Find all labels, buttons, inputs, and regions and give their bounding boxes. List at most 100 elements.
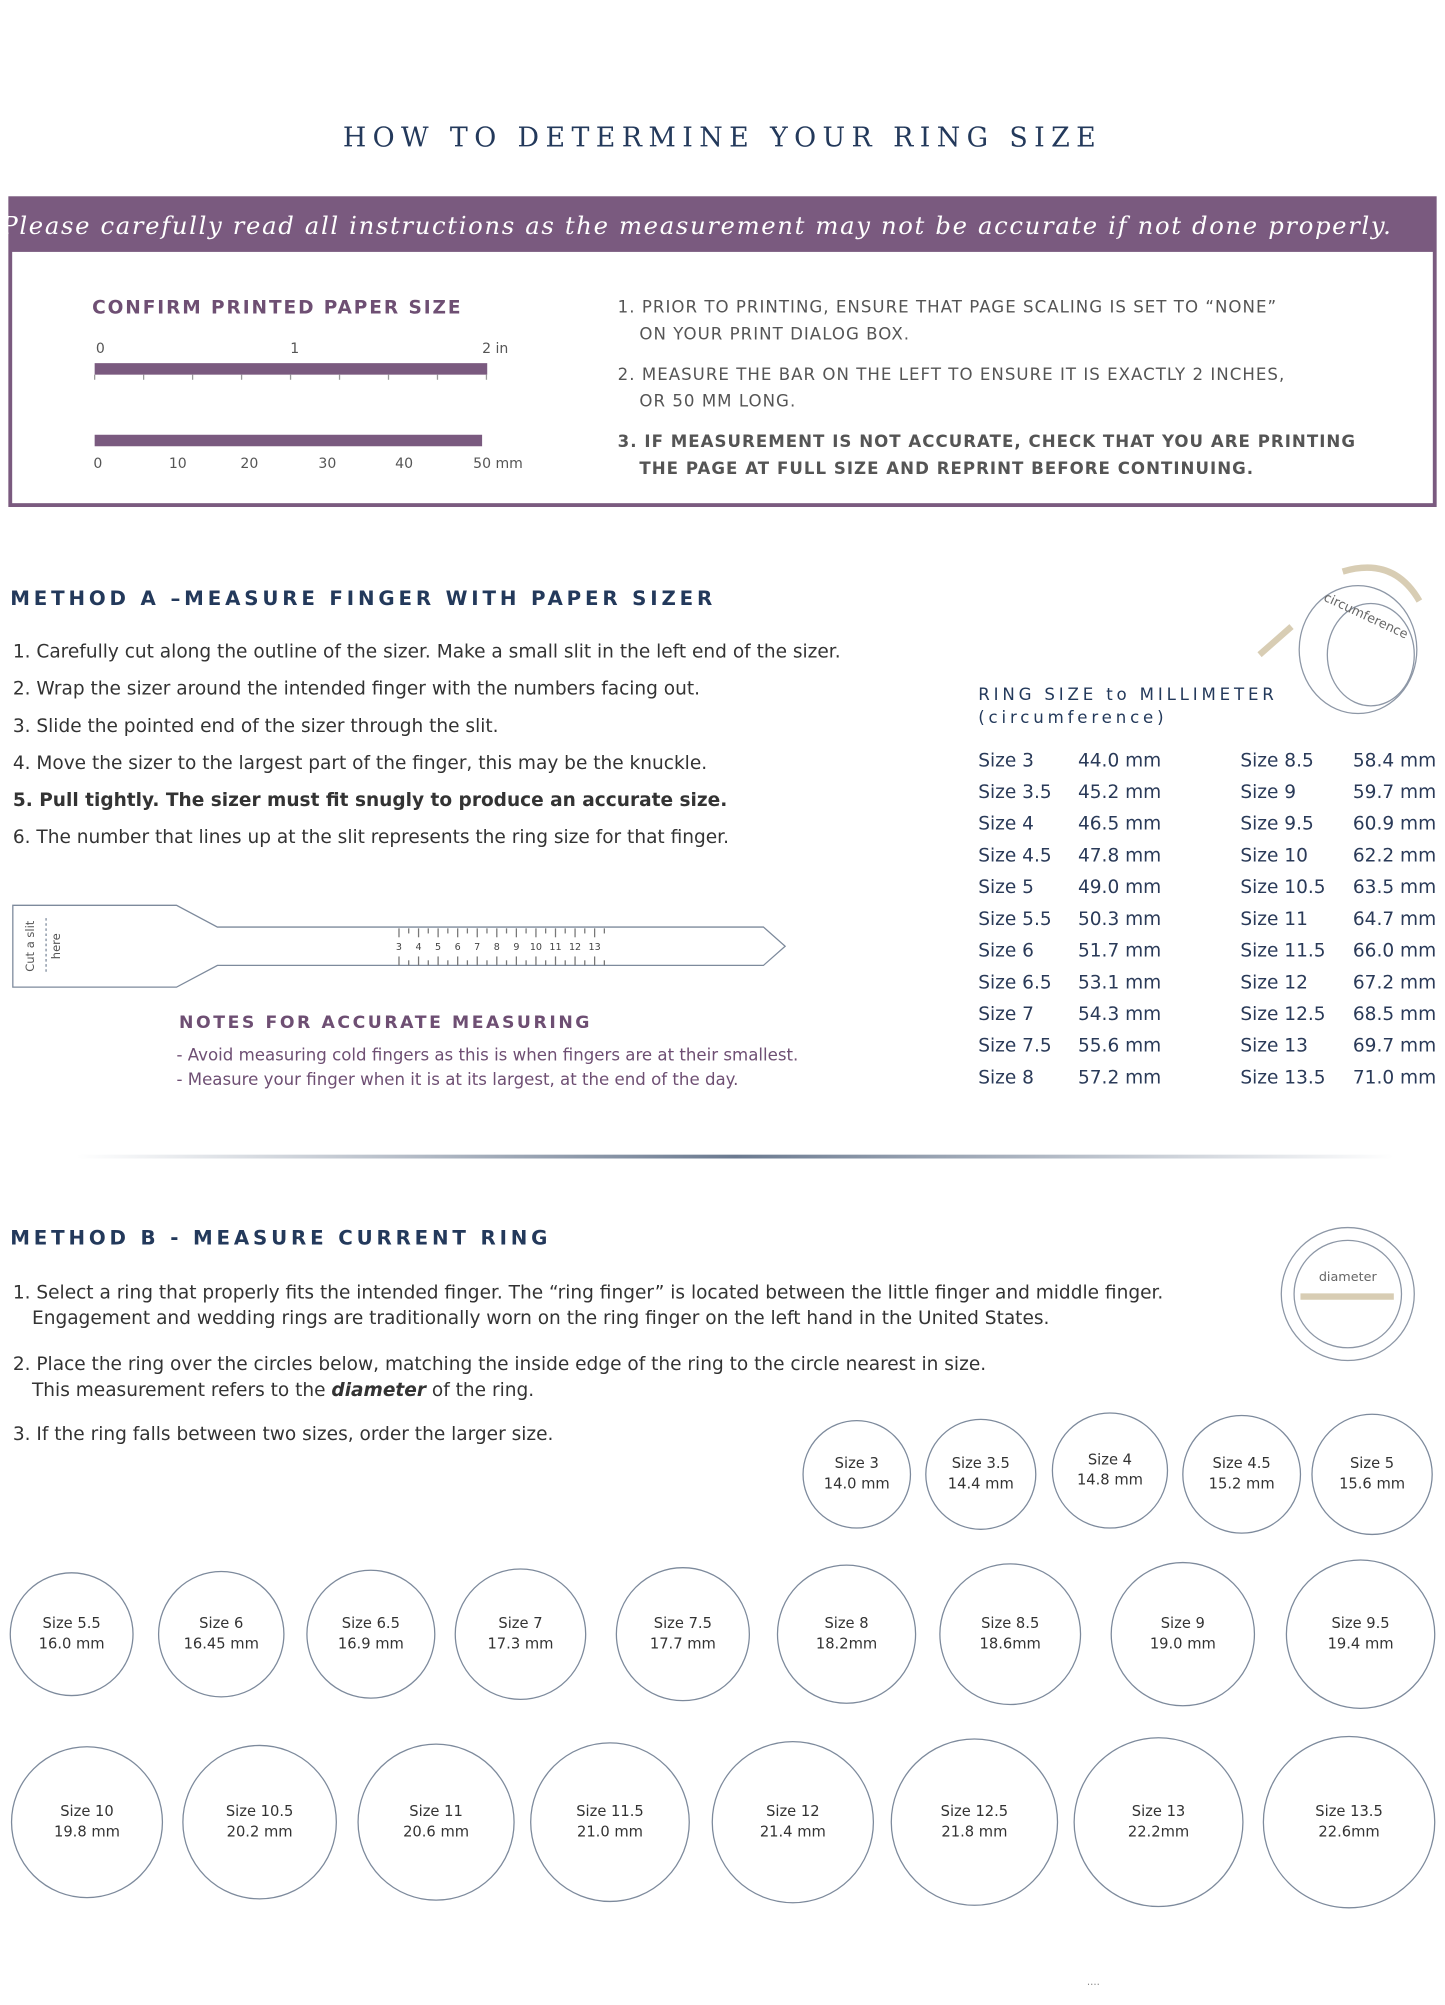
circle-size: Size 12 [766,1803,820,1820]
table-size: Size 11.5 [1240,941,1325,962]
ring-circle [939,1563,1082,1706]
table-mm: 51.7 mm [1078,941,1161,962]
table-size: Size 11 [1240,909,1308,930]
table-subtitle: (circumference) [978,708,1167,727]
table-mm: 64.7 mm [1353,909,1436,930]
confirm-step: 3. IF MEASUREMENT IS NOT ACCURATE, CHECK… [618,432,1356,451]
circle-size: Size 4 [1088,1451,1132,1468]
method-b-step: 1. Select a ring that properly fits the … [13,1282,1163,1303]
circle-mm: 14.8 mm [1077,1472,1143,1489]
table-size: Size 12.5 [1240,1004,1325,1025]
ring-circle [615,1567,750,1702]
table-title: RING SIZE to MILLIMETER [978,685,1277,704]
table-size: Size 12 [1240,972,1308,993]
mm-label: 10 [169,456,187,472]
table-size: Size 4 [978,814,1034,835]
table-mm: 62.2 mm [1353,845,1436,866]
inch-label: 0 [96,341,105,357]
mm-label: 40 [395,456,413,472]
circle-size: Size 12.5 [941,1803,1009,1820]
ring-circle [1262,1735,1436,1909]
confirm-step: ON YOUR PRINT DIALOG BOX. [639,325,910,344]
divider [76,1154,1394,1159]
method-b-step: 3. If the ring falls between two sizes, … [13,1424,554,1445]
circle-mm: 18.2mm [816,1635,877,1652]
mm-label: 0 [93,456,102,472]
table-mm: 58.4 mm [1353,750,1436,771]
table-mm: 55.6 mm [1078,1036,1161,1057]
ring-circle [1073,1737,1244,1908]
circle-mm: 22.2mm [1128,1823,1189,1840]
mm-bar [94,434,483,447]
table-mm: 71.0 mm [1353,1067,1436,1088]
table-size: Size 8 [978,1067,1034,1088]
method-a-step: 6. The number that lines up at the slit … [13,827,729,848]
circle-mm: 20.6 mm [403,1823,469,1840]
diameter-label: diameter [1319,1270,1378,1285]
circle-size: Size 5.5 [43,1615,101,1632]
table-mm: 46.5 mm [1078,814,1161,835]
circle-mm: 17.7 mm [650,1635,716,1652]
sizer-number: 7 [474,942,480,953]
table-size: Size 3.5 [978,782,1051,803]
ring-circle [1110,1561,1256,1707]
method-b-step: This measurement refers to the diameter … [31,1379,534,1400]
circle-size: Size 4.5 [1213,1455,1271,1472]
banner [10,198,1435,252]
inch-bar [94,363,488,375]
diameter-icon [1280,1226,1415,1362]
table-size: Size 5.5 [978,909,1051,930]
circle-size: Size 10 [60,1803,114,1820]
note: - Avoid measuring cold fingers as this i… [176,1046,798,1065]
step-segment: This measurement refers to the [31,1379,331,1400]
circle-mm: 18.6mm [980,1635,1041,1652]
sizer-number: 9 [513,942,519,953]
circle-mm: 16.45 mm [184,1635,259,1652]
circle-size: Size 9 [1161,1615,1205,1632]
ring-circle [1051,1412,1169,1529]
banner-text: Please carefully read all instructions a… [0,211,1392,240]
inch-label: 2 in [482,341,508,357]
method-a-heading: METHOD A –MEASURE FINGER WITH PAPER SIZE… [10,587,716,610]
circle-size: Size 7.5 [654,1615,712,1632]
table-size: Size 10.5 [1240,877,1325,898]
ring-circle [711,1740,875,1904]
table-mm: 44.0 mm [1078,750,1161,771]
method-a-step: 5. Pull tightly. The sizer must fit snug… [13,790,727,811]
table-mm: 53.1 mm [1078,972,1161,993]
table-size: Size 13.5 [1240,1067,1325,1088]
ring-circle [776,1564,917,1704]
circle-mm: 14.4 mm [948,1476,1014,1493]
circle-mm: 21.4 mm [760,1823,826,1840]
paper-sizer [12,904,787,988]
table-size: Size 4.5 [978,845,1051,866]
circumference-icon [1257,564,1423,715]
sizer-number: 8 [494,942,500,953]
ring-circle [1311,1413,1433,1536]
ring-circle [530,1742,690,1903]
notes-heading: NOTES FOR ACCURATE MEASURING [179,1013,592,1033]
sizer-number: 3 [396,942,402,953]
ring-circle [925,1418,1037,1530]
table-size: Size 6 [978,941,1034,962]
circle-mm: 20.2 mm [227,1823,293,1840]
table-size: Size 7 [978,1004,1034,1025]
table-size: Size 9.5 [1240,814,1313,835]
mm-label: 50 mm [473,456,523,472]
circle-mm: 15.2 mm [1209,1476,1275,1493]
circle-size: Size 3.5 [952,1455,1010,1472]
inch-label: 1 [290,341,299,357]
method-b-step: 2. Place the ring over the circles below… [13,1354,986,1375]
confirm-step: 2. MEASURE THE BAR ON THE LEFT TO ENSURE… [618,365,1286,384]
circle-mm: 19.8 mm [54,1823,120,1840]
table-size: Size 3 [978,750,1034,771]
confirm-heading: CONFIRM PRINTED PAPER SIZE [92,298,462,319]
circle-size: Size 9.5 [1331,1615,1389,1632]
table-mm: 68.5 mm [1353,1004,1436,1025]
method-a-step: 2. Wrap the sizer around the intended fi… [13,679,700,700]
circle-size: Size 13 [1132,1803,1186,1820]
ring-circle [890,1738,1059,1906]
method-b-heading: METHOD B - MEASURE CURRENT RING [10,1227,551,1250]
